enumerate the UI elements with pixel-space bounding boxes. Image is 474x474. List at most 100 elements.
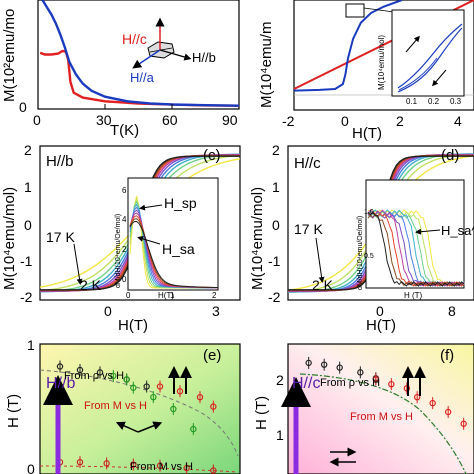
d-ytick-m2: -2 bbox=[268, 289, 281, 305]
e-point-2-2 bbox=[130, 384, 137, 391]
e-point-3-4 bbox=[156, 462, 164, 469]
d-inset-curves bbox=[367, 209, 465, 287]
c-inset-ytick-0: 0 bbox=[122, 275, 127, 284]
b-inset-xtick-1: 0.2 bbox=[428, 97, 440, 106]
f-point-1-2 bbox=[403, 385, 411, 392]
crystal-inset bbox=[132, 17, 192, 69]
panel-a-frame bbox=[37, 0, 240, 110]
e-boundary-upper bbox=[39, 369, 239, 457]
c-field-label: H//b bbox=[46, 153, 74, 170]
e-ytick-0: 0 bbox=[27, 461, 35, 474]
panel-b-inset: M(10⁴emu/mol) 0.1 0.2 0.3 bbox=[377, 9, 465, 106]
b-xtick-label-0: 0 bbox=[341, 113, 349, 129]
b-inset-frame bbox=[391, 9, 465, 97]
c-ytick-2: 2 bbox=[24, 142, 32, 158]
e-boundary-lower bbox=[39, 465, 239, 473]
d-ylabel: M(10⁴emu/mol) bbox=[249, 187, 266, 290]
c-xtick-3: 3 bbox=[212, 303, 220, 319]
d-temp-high: 17 K bbox=[294, 221, 323, 237]
b-inset-ylabel: M(10⁴emu/mol) bbox=[377, 35, 386, 90]
a-xtick-label-30: 30 bbox=[96, 112, 112, 128]
d-xtick-0: 0 bbox=[376, 303, 384, 319]
c-inset-ylabel: dM/dH(10⁴emu/Oe/mol) bbox=[115, 214, 122, 288]
c-ytick-m2: -2 bbox=[20, 289, 33, 305]
f-point-1-4 bbox=[429, 399, 436, 407]
f-ytick-1: 1 bbox=[276, 427, 284, 443]
d-ytick-1: 1 bbox=[272, 179, 280, 195]
e-point-0-2 bbox=[96, 369, 104, 376]
e-point-1-1 bbox=[176, 388, 184, 395]
e-point-0-0 bbox=[56, 363, 64, 370]
panel-b-frame bbox=[293, 0, 474, 111]
panel-f-background bbox=[288, 344, 474, 474]
e-point-1-3 bbox=[210, 403, 217, 410]
f-point-0-3 bbox=[357, 369, 364, 376]
panel-d-frame bbox=[287, 145, 474, 301]
b-xtick-label-4: 4 bbox=[454, 113, 462, 129]
f-point-1-6 bbox=[460, 420, 467, 427]
c-inset-ytick-2: 2 bbox=[122, 245, 127, 254]
panel-f-points bbox=[305, 356, 467, 430]
f-point-1-3 bbox=[413, 393, 421, 401]
d-xtick-8: 8 bbox=[448, 303, 456, 319]
c-inset-arrow-hsp bbox=[139, 204, 163, 211]
c-inset-curve-9 bbox=[129, 220, 218, 288]
f-point-0-0 bbox=[305, 359, 312, 367]
f-panel-label: (f) bbox=[440, 347, 454, 364]
d-inset-curve-9 bbox=[367, 211, 465, 287]
e-point-3-5 bbox=[183, 464, 190, 472]
b-inset-loop-upper bbox=[397, 23, 463, 89]
f-annot-m: From M vs H bbox=[350, 411, 413, 423]
f-boundary bbox=[299, 373, 467, 474]
e-point-2-0 bbox=[110, 372, 117, 380]
e-point-0-4 bbox=[143, 383, 150, 390]
a-series-line-1 bbox=[41, 0, 240, 107]
d-inset-ytick-05: 0.5 bbox=[364, 253, 374, 260]
c-inset-xtick-2: 2 bbox=[212, 291, 217, 300]
c-ytick-0: 0 bbox=[24, 217, 32, 233]
c-inset-xtick-1: 1 bbox=[170, 291, 175, 300]
d-ytick-2: 2 bbox=[272, 142, 280, 158]
panel-e: H//b From ρ vs H From M vs H From M vs H… bbox=[5, 337, 241, 474]
e-point-0-1 bbox=[76, 366, 84, 374]
d-inset-arrow bbox=[415, 228, 441, 235]
f-point-0-1 bbox=[320, 361, 328, 368]
c-inset-curves bbox=[129, 195, 219, 289]
e-field-label: H//b bbox=[46, 375, 75, 392]
panel-c-frame bbox=[39, 145, 241, 301]
f-annot-rho: From ρ vs H bbox=[320, 377, 380, 389]
c-inset-xtick-0: 0 bbox=[126, 291, 131, 300]
e-ytick-1: 1 bbox=[27, 337, 35, 353]
c-inset-label-hsp: H_sp bbox=[164, 195, 197, 211]
panel-c-inset: dM/dH(10⁴emu/Oe/mol) 0 2 4 6 0 1 2 H(T) … bbox=[115, 177, 219, 300]
d-panel-label: (d) bbox=[441, 147, 459, 164]
panel-f-frame bbox=[287, 343, 474, 474]
e-ylabel: H (T) bbox=[5, 394, 22, 428]
b-zoom-box bbox=[345, 3, 365, 18]
f-point-0-2 bbox=[336, 364, 343, 371]
b-inset-arrow-down bbox=[432, 69, 447, 87]
d-temp-arrow bbox=[315, 237, 325, 283]
e-point-3-3 bbox=[130, 461, 137, 468]
d-inset-ylabel: dM/dH(10⁴emu/Oe/mol) bbox=[357, 216, 364, 290]
panel-b: M(10⁴emu/mol) 0.1 0.2 0.3 -2 0 2 4 H(T) … bbox=[258, 0, 474, 142]
a-ytick-label-0: 0 bbox=[19, 99, 27, 115]
b-inset-xtick-2: 0.3 bbox=[450, 97, 462, 106]
b-inset-xtick-0: 0.1 bbox=[406, 97, 418, 106]
b-series-line-1 bbox=[293, 0, 403, 92]
c-temp-low: 2 K bbox=[80, 277, 102, 293]
inset-label-hb: H//b bbox=[192, 50, 216, 65]
d-ytick-0: 0 bbox=[272, 217, 280, 233]
a-xtick-label-90: 90 bbox=[222, 112, 238, 128]
d-ytick-m1: -1 bbox=[268, 253, 281, 269]
e-point-3-6 bbox=[210, 467, 217, 474]
b-inset-loop-mid bbox=[398, 57, 438, 91]
panel-e-background bbox=[40, 344, 240, 474]
a-xtick-label-60: 60 bbox=[162, 112, 178, 128]
panel-e-points bbox=[56, 360, 217, 474]
b-xtick-label-m2: -2 bbox=[282, 113, 295, 129]
b-ylabel: M(10⁴emu/m bbox=[258, 22, 275, 108]
b-inset-arrow-up bbox=[405, 35, 420, 53]
c-temp-arrow bbox=[73, 243, 83, 285]
